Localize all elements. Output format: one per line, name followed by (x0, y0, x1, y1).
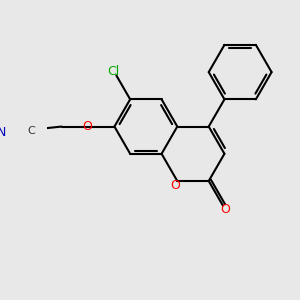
Text: Cl: Cl (108, 64, 120, 77)
Text: O: O (170, 179, 180, 192)
Text: N: N (0, 126, 6, 140)
Text: C: C (28, 126, 35, 136)
Text: O: O (82, 120, 92, 133)
Text: O: O (220, 203, 230, 216)
